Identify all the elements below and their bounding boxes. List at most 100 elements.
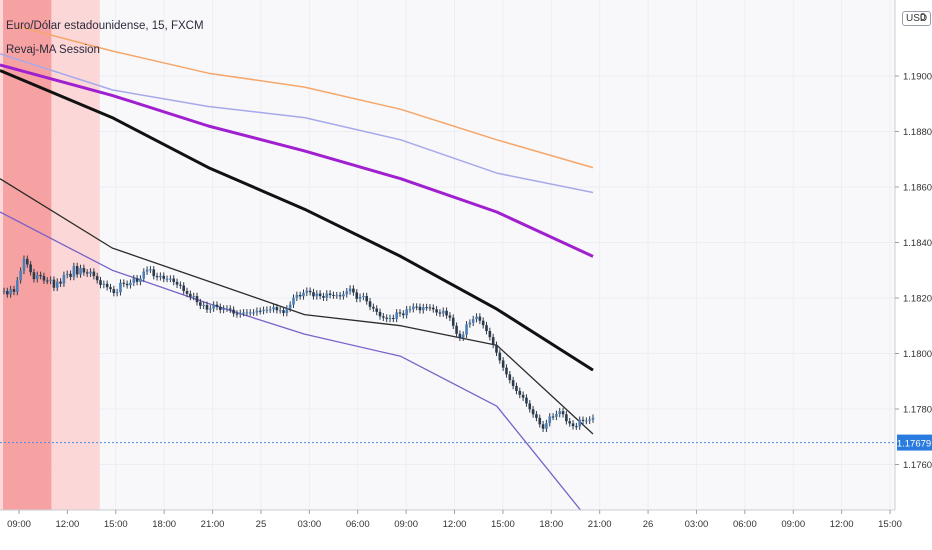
candle-body xyxy=(262,309,265,312)
candle-body xyxy=(355,292,359,299)
price-axis[interactable]: 1.19000 1.18800 1.18600 1.18400 1.18200 1.180… xyxy=(895,72,932,472)
candle-body xyxy=(481,320,485,326)
candle-body xyxy=(581,419,585,421)
candle-body xyxy=(109,287,112,290)
candle-body xyxy=(378,311,382,317)
candle-body xyxy=(215,304,219,307)
price-axis-background xyxy=(895,0,932,510)
candle-body xyxy=(505,367,508,375)
candle-body xyxy=(218,306,222,310)
candle-body xyxy=(345,291,349,295)
candle-body xyxy=(382,316,385,318)
candle-body xyxy=(541,424,545,429)
candle-body xyxy=(415,306,418,308)
moving-average-line xyxy=(0,63,594,258)
candle-body xyxy=(545,423,548,429)
candle-body xyxy=(129,282,132,286)
candle-body xyxy=(372,306,375,309)
settings-indicator[interactable]: 0 xyxy=(920,12,926,23)
candle-body xyxy=(418,306,422,311)
candle-body xyxy=(425,307,428,309)
candle-body xyxy=(461,334,465,338)
candle-body xyxy=(558,411,562,414)
time-axis[interactable]: 09:00 12:00 15:00 18:00 21:00 25 03:00 06:00 09:… xyxy=(7,510,902,530)
candle-body xyxy=(19,270,22,281)
candle-body xyxy=(475,316,478,320)
candle-body xyxy=(65,273,69,275)
candle-body xyxy=(365,296,369,302)
candle-body xyxy=(388,317,392,319)
candle-body xyxy=(205,304,209,310)
session-band-light xyxy=(0,0,4,510)
time-tick-label: 06:00 xyxy=(346,519,370,530)
candle-body xyxy=(125,283,129,286)
time-tick-label: 18:00 xyxy=(152,519,176,530)
candle-body xyxy=(548,416,552,424)
time-tick-label: 03:00 xyxy=(685,519,709,530)
candle-body xyxy=(29,264,32,273)
candle-body xyxy=(12,289,16,292)
candle-body xyxy=(535,414,538,418)
candle-body xyxy=(471,319,475,323)
candle-body xyxy=(119,282,122,293)
candle-body xyxy=(501,360,505,368)
candle-body xyxy=(192,296,195,298)
candle-body xyxy=(85,272,89,274)
candle-body xyxy=(179,284,182,286)
time-tick-label: 12:00 xyxy=(830,519,854,530)
candles xyxy=(2,255,595,433)
candle-body xyxy=(75,266,79,275)
candle-body xyxy=(368,301,372,307)
candle-body xyxy=(315,293,319,297)
time-tick-label: 12:00 xyxy=(55,519,79,530)
session-band-red xyxy=(3,0,52,510)
moving-average-line xyxy=(0,53,594,194)
candle-body xyxy=(142,271,146,279)
candle-body xyxy=(398,312,402,314)
candle-body xyxy=(232,309,235,314)
candle-body xyxy=(465,324,468,335)
candle-body xyxy=(292,297,295,305)
time-tick-label: 21:00 xyxy=(588,519,612,530)
candle-body xyxy=(498,352,502,361)
candle-body xyxy=(255,310,259,313)
candle-body xyxy=(468,322,472,325)
candle-body xyxy=(145,269,149,272)
time-tick-label: 18:00 xyxy=(539,519,563,530)
candle-body xyxy=(169,278,172,280)
candle-body xyxy=(268,309,272,311)
time-tick-label: 12:00 xyxy=(443,519,467,530)
candle-body xyxy=(152,269,156,277)
candle-body xyxy=(278,310,282,312)
candle-body xyxy=(105,283,109,288)
candle-body xyxy=(122,282,126,284)
candle-body xyxy=(245,312,249,314)
candle-body xyxy=(9,289,12,295)
candle-body xyxy=(39,274,42,277)
grid-lines xyxy=(0,0,895,510)
candle-body xyxy=(288,304,292,309)
candle-body xyxy=(392,317,395,319)
candle-body xyxy=(585,420,588,422)
candle-body xyxy=(488,331,492,338)
candle-body xyxy=(72,266,76,277)
time-tick-label: 26 xyxy=(643,519,654,530)
currency-button[interactable]: USD xyxy=(902,11,932,26)
time-tick-label: 21:00 xyxy=(201,519,225,530)
candle-body xyxy=(478,316,482,321)
time-tick-label: 25 xyxy=(256,519,267,530)
candle-body xyxy=(491,337,495,345)
candle-body xyxy=(561,411,565,415)
indicator-label[interactable]: Revaj-MA Session xyxy=(6,44,100,56)
candle-body xyxy=(238,312,242,315)
candle-body xyxy=(212,304,215,309)
candle-body xyxy=(528,403,532,410)
candle-body xyxy=(435,309,438,313)
session-bands xyxy=(0,0,100,510)
time-tick-label: 06:00 xyxy=(733,519,757,530)
time-tick-label: 15:00 xyxy=(878,519,902,530)
candle-body xyxy=(55,281,59,288)
time-tick-label: 03:00 xyxy=(297,519,321,530)
